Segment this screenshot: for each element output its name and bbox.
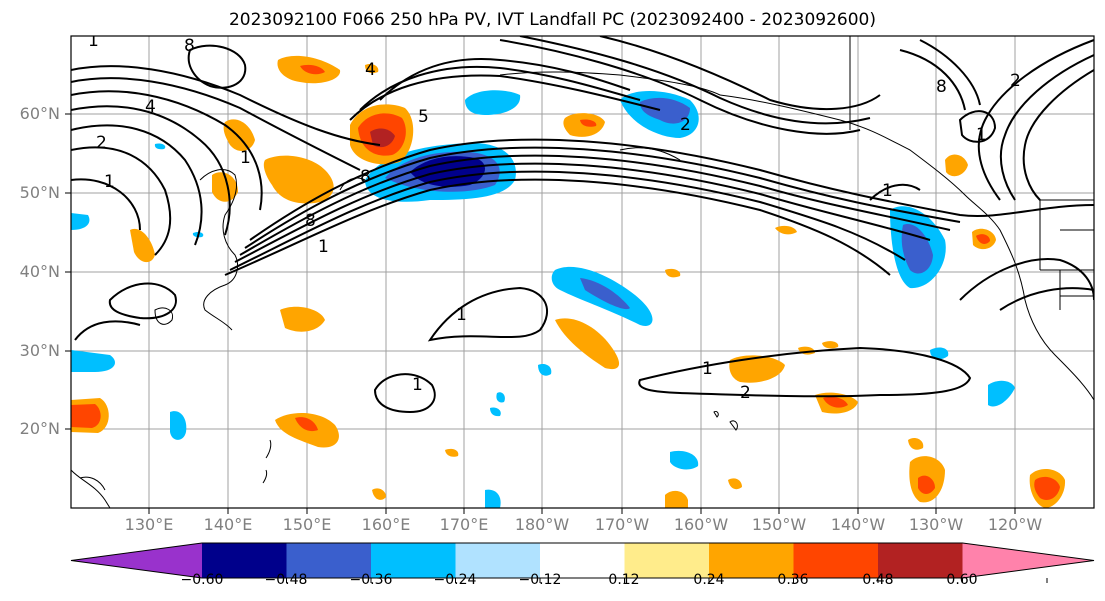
lon-label: 130°W [908, 515, 964, 534]
contour-label: 1 [240, 148, 251, 168]
colorbar-segment [371, 543, 456, 578]
coastlines [71, 36, 1094, 508]
lon-label: 150°E [282, 515, 332, 534]
contour-label: 2 [740, 383, 751, 403]
colorbar-tick-label: −0.36 [349, 572, 393, 588]
colorbar-extend-min [71, 543, 202, 578]
contour-label: 8 [936, 77, 947, 97]
contour-label: 8 [184, 36, 195, 56]
contour-label: 2 [96, 133, 107, 153]
colorbar-tick-label: 0.60 [946, 572, 978, 588]
colorbar [70, 542, 1095, 583]
lon-label: 140°E [203, 515, 253, 534]
colorbar-tick-label: 0.24 [693, 572, 725, 588]
contour-label: 1 [412, 375, 423, 395]
contour-labels: 8 1 2 4 1 8 1 5 4 8 1 1 1 2 1 1 2 1 8 2 [88, 31, 1021, 403]
map-title: 2023092100 F066 250 hPa PV, IVT Landfall… [228, 10, 876, 30]
contour-label: 1 [976, 125, 987, 145]
colorbar-segment [709, 543, 794, 578]
contour-label: 4 [365, 60, 376, 80]
colorbar-tick-label: 0.48 [862, 572, 894, 588]
positive-anomaly-patches [71, 55, 1066, 508]
colorbar-segment [793, 543, 879, 578]
contour-label: 2 [680, 115, 691, 135]
contour-label: 4 [145, 97, 156, 117]
colorbar-extend-max [962, 543, 1094, 578]
contour-label: 8 [305, 211, 316, 231]
lat-label: 40°N [19, 262, 60, 281]
contour-label: 1 [882, 181, 893, 201]
lon-label: 160°E [361, 515, 411, 534]
contour-label: 8 [360, 167, 371, 187]
lon-label: 180°W [514, 515, 570, 534]
lon-label: 120°W [987, 515, 1043, 534]
contour-label: 1 [104, 172, 115, 192]
lon-label: 130°E [124, 515, 174, 534]
colorbar-tick-label: 0.12 [608, 572, 640, 588]
contour-label: 1 [88, 31, 99, 51]
colorbar-segment [286, 543, 372, 578]
lon-label: 160°W [673, 515, 729, 534]
contour-label: 2 [1010, 71, 1021, 91]
colorbar-tick-label: 0.36 [777, 572, 809, 588]
colorbar-outline [70, 542, 1095, 579]
lon-label: 170°W [594, 515, 650, 534]
colorbar-tick-label: −0.12 [518, 572, 562, 588]
colorbar-tick-label: −0.48 [264, 572, 308, 588]
colorbar-tick-label: −0.24 [433, 572, 477, 588]
colorbar-segment [540, 543, 625, 578]
pv-contours [71, 36, 1094, 414]
lon-label: 150°W [751, 515, 807, 534]
lat-label: 60°N [19, 104, 60, 123]
colorbar-segment [202, 543, 287, 578]
lat-label: 20°N [19, 419, 60, 438]
lat-label: 50°N [19, 183, 60, 202]
contour-label: 1 [456, 305, 467, 325]
colorbar-tick-label: −0.60 [180, 572, 224, 588]
lon-label: 140°W [830, 515, 886, 534]
colorbar-segment [624, 543, 710, 578]
lon-label: 170°E [439, 515, 489, 534]
contour-label: 5 [418, 107, 429, 127]
colorbar-segment [878, 543, 963, 578]
colorbar-segment [455, 543, 541, 578]
lat-label: 30°N [19, 341, 60, 360]
contour-label: 1 [702, 359, 713, 379]
contour-label: 1 [318, 237, 329, 257]
